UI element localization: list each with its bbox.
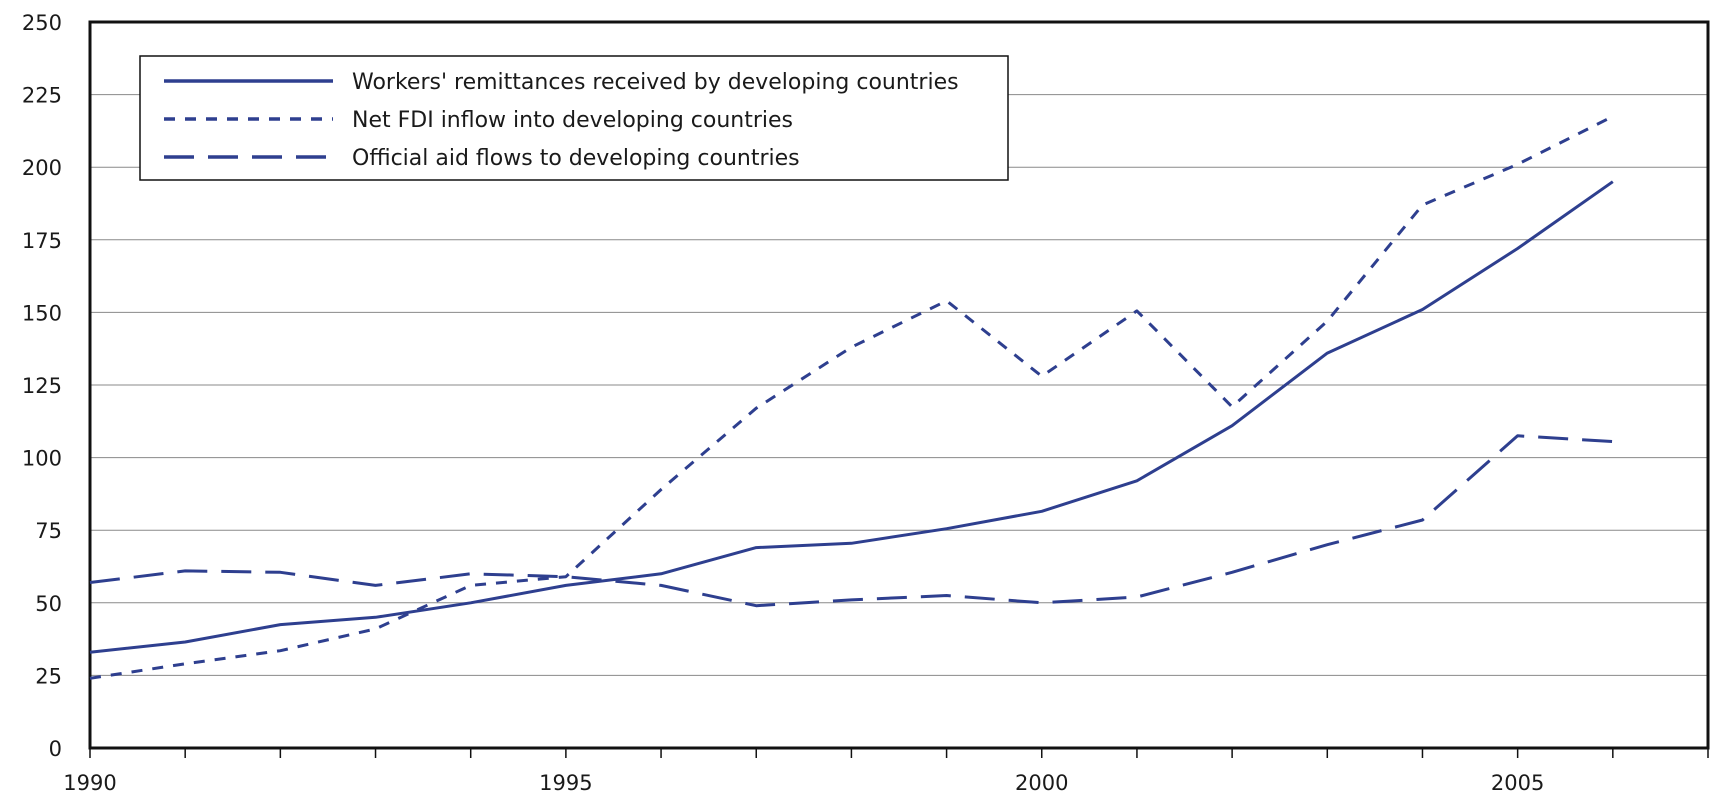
series-line-aid bbox=[89, 434, 1613, 608]
y-tick-label-225: 225 bbox=[22, 84, 62, 108]
legend: Workers' remittances received by develop… bbox=[139, 55, 1009, 181]
y-tick-label-250: 250 bbox=[22, 11, 62, 35]
y-tick-label-150: 150 bbox=[22, 301, 62, 325]
series-line-fdi bbox=[89, 115, 1614, 680]
y-tick-label-125: 125 bbox=[22, 374, 62, 398]
series-line-remittances bbox=[89, 180, 1614, 654]
legend-label-fdi: Net FDI inflow into developing countries bbox=[352, 108, 793, 133]
y-tick-label-200: 200 bbox=[22, 156, 62, 180]
y-tick-label-50: 50 bbox=[35, 592, 62, 616]
x-tick-label-1990: 1990 bbox=[63, 771, 116, 794]
y-tick-label-75: 75 bbox=[35, 519, 62, 543]
plot-frame bbox=[88, 20, 1710, 750]
legend-box bbox=[139, 55, 1009, 181]
y-tick-label-25: 25 bbox=[35, 664, 62, 688]
x-tick-label-2000: 2000 bbox=[1015, 771, 1068, 794]
legend-label-remittances: Workers' remittances received by develop… bbox=[352, 70, 959, 95]
x-axis-ticks: 1990 1995 2000 2005 bbox=[63, 748, 1709, 794]
y-tick-label-175: 175 bbox=[22, 229, 62, 253]
series-lines bbox=[89, 115, 1614, 680]
y-tick-label-100: 100 bbox=[22, 447, 62, 471]
y-axis-tick-labels: 0 25 50 75 100 125 150 175 200 225 250 bbox=[22, 11, 62, 761]
x-tick-label-2005: 2005 bbox=[1491, 771, 1544, 794]
x-tick-label-1995: 1995 bbox=[539, 771, 592, 794]
y-tick-label-0: 0 bbox=[49, 737, 62, 761]
legend-label-aid: Official aid flows to developing countri… bbox=[352, 146, 800, 171]
gridlines bbox=[90, 94, 1708, 676]
